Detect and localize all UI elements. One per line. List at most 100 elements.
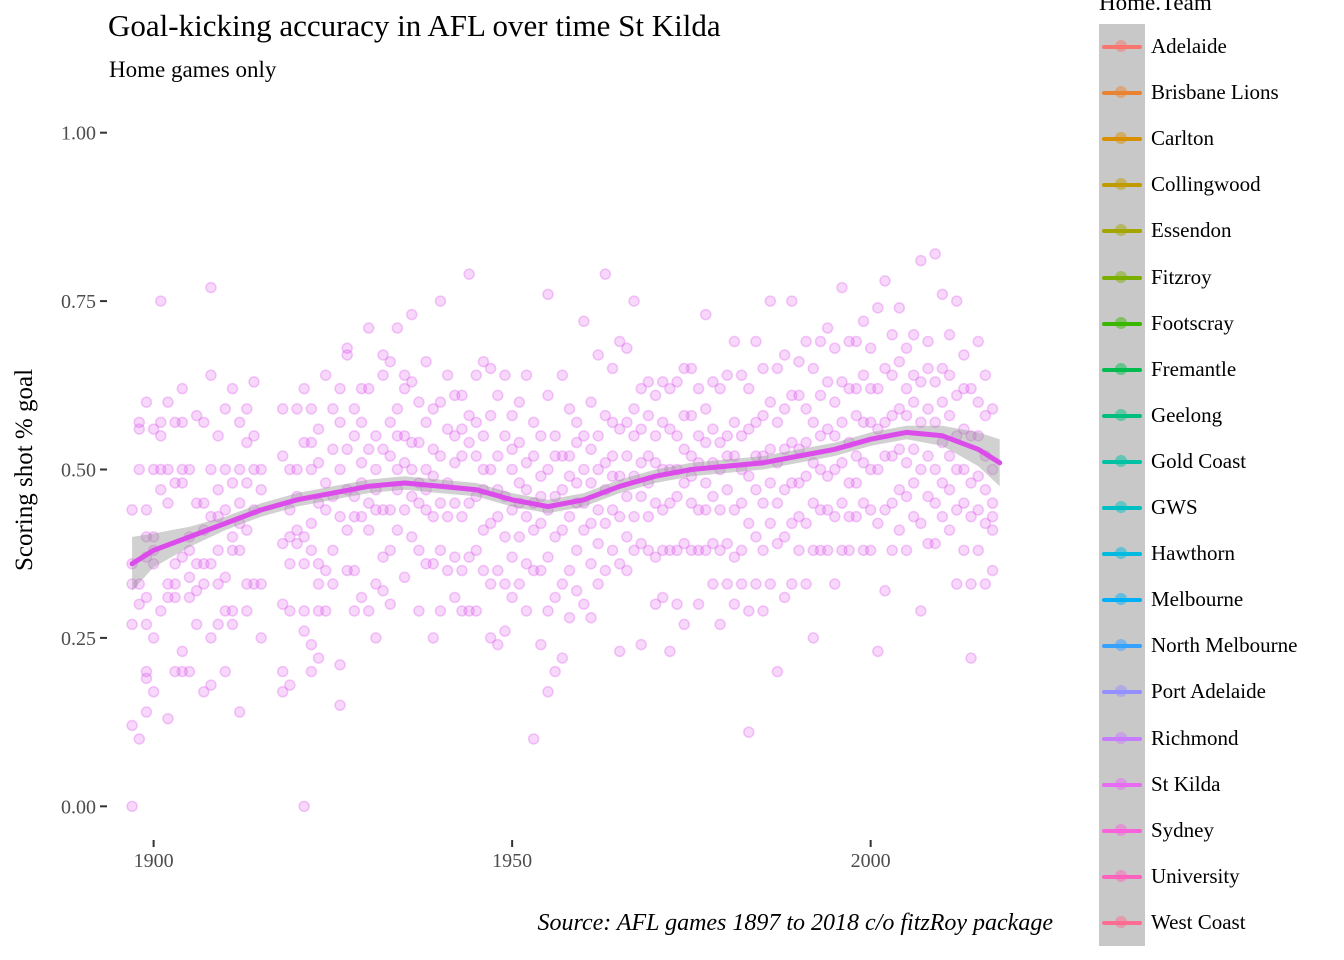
data-point <box>707 376 719 388</box>
data-point <box>362 524 375 536</box>
data-point <box>391 403 404 415</box>
legend-item: West Coast <box>1099 900 1339 946</box>
data-point <box>685 409 698 422</box>
data-point <box>857 369 870 381</box>
data-point <box>958 423 970 435</box>
data-point <box>470 369 483 381</box>
data-point <box>692 430 705 442</box>
data-point <box>642 376 655 388</box>
data-point <box>176 645 189 658</box>
data-point <box>463 436 475 449</box>
data-point <box>585 517 597 530</box>
data-point <box>255 463 267 476</box>
data-point <box>176 477 189 489</box>
legend-swatch-point <box>1115 454 1127 467</box>
data-point <box>707 537 719 550</box>
y-tick-label: 1.00 <box>61 123 96 145</box>
data-point <box>477 430 490 442</box>
legend-label: St Kilda <box>1151 771 1221 796</box>
data-point <box>958 463 970 476</box>
data-point <box>226 531 239 543</box>
data-point <box>656 416 669 429</box>
legend-key <box>1099 393 1145 439</box>
data-point <box>800 335 812 348</box>
data-point <box>850 382 863 395</box>
data-point <box>714 618 726 631</box>
legend-swatch-point <box>1115 501 1127 513</box>
legend-label: North Melbourne <box>1151 633 1298 658</box>
data-point <box>527 733 540 745</box>
legend-label: West Coast <box>1151 909 1246 934</box>
data-point <box>198 686 210 698</box>
data-point <box>735 544 748 557</box>
data-point <box>771 537 784 550</box>
data-point <box>929 463 941 476</box>
data-point <box>585 477 597 489</box>
data-point <box>563 450 576 462</box>
data-point <box>506 443 518 456</box>
data-point <box>635 490 647 503</box>
data-point <box>162 578 174 590</box>
data-point <box>750 483 762 496</box>
data-point <box>542 288 554 301</box>
data-point <box>778 403 791 415</box>
data-point <box>377 369 389 381</box>
data-point <box>549 490 561 503</box>
data-point <box>628 403 640 415</box>
data-point <box>599 268 612 280</box>
data-point <box>570 585 583 597</box>
data-point <box>743 470 755 482</box>
data-point <box>377 504 389 516</box>
legend-key <box>1099 623 1145 669</box>
data-point <box>857 315 870 328</box>
data-point <box>484 409 497 422</box>
data-point <box>872 645 884 658</box>
data-point <box>449 497 461 509</box>
data-point <box>226 382 239 395</box>
data-point <box>298 605 310 617</box>
data-point <box>212 430 224 442</box>
data-point <box>900 382 913 395</box>
data-point <box>664 382 676 395</box>
data-point <box>155 463 167 476</box>
data-point <box>327 403 339 415</box>
data-point <box>714 436 726 449</box>
data-point <box>692 598 705 610</box>
data-point <box>169 477 181 489</box>
data-point <box>728 450 741 462</box>
data-point <box>434 450 447 462</box>
data-point <box>771 497 784 509</box>
data-point <box>735 497 748 509</box>
data-point <box>183 665 196 678</box>
data-point <box>449 430 461 442</box>
data-point <box>642 450 655 462</box>
data-point <box>341 524 353 536</box>
data-point <box>477 564 490 577</box>
data-point <box>936 510 949 523</box>
data-point <box>850 335 863 348</box>
data-point <box>814 463 827 476</box>
data-point <box>377 349 389 361</box>
data-point <box>599 564 612 577</box>
data-point <box>965 382 977 395</box>
data-point <box>721 369 734 381</box>
legend-item: Hawthorn <box>1099 531 1339 577</box>
data-point <box>147 558 160 570</box>
data-point <box>621 416 633 429</box>
data-point <box>327 578 339 590</box>
data-point <box>405 463 418 476</box>
legend-swatch-point <box>1115 270 1127 283</box>
data-point <box>900 409 913 422</box>
data-point <box>241 605 253 617</box>
legend-item: Fremantle <box>1099 347 1339 393</box>
legend-item: GWS <box>1099 485 1339 531</box>
data-point <box>334 463 346 476</box>
data-point <box>986 524 999 536</box>
data-point <box>972 470 984 482</box>
data-point <box>900 457 913 469</box>
data-point <box>334 699 346 712</box>
data-point <box>829 396 841 408</box>
data-point <box>757 544 769 557</box>
data-point <box>850 409 863 422</box>
data-point <box>405 376 418 388</box>
